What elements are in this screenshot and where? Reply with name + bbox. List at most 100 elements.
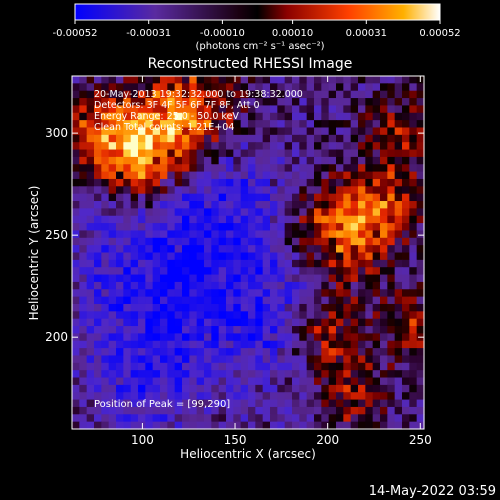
heatmap-cell [262, 186, 271, 195]
heatmap-cell [196, 76, 205, 84]
heatmap-cell [277, 120, 286, 129]
heatmap-cell [314, 186, 322, 195]
heatmap-cell [299, 164, 308, 173]
heatmap-cell [196, 311, 205, 320]
heatmap-cell [226, 90, 234, 99]
heatmap-cell [123, 274, 132, 283]
heatmap-cell [394, 156, 403, 165]
heatmap-cell [299, 303, 308, 312]
heatmap-cell [174, 193, 183, 202]
heatmap-cell [218, 215, 227, 224]
heatmap-cell [270, 149, 278, 158]
heatmap-cell [182, 134, 190, 143]
heatmap-cell [204, 83, 212, 92]
heatmap-cell [152, 252, 161, 261]
heatmap-cell [204, 355, 212, 364]
heatmap-cell [292, 289, 300, 298]
heatmap-cell [343, 311, 352, 320]
heatmap-cell [240, 112, 249, 121]
heatmap-cell [138, 164, 146, 173]
heatmap-cell [79, 303, 88, 312]
heatmap-cell [358, 120, 366, 129]
heatmap-cell [358, 149, 366, 158]
heatmap-cell [196, 326, 205, 334]
heatmap-cell [336, 303, 344, 312]
heatmap-cell [101, 105, 110, 114]
heatmap-cell [321, 414, 330, 423]
heatmap-cell [152, 208, 161, 217]
heatmap-cell [350, 377, 359, 386]
heatmap-cell [321, 134, 330, 143]
heatmap-cell [226, 164, 234, 173]
heatmap-cell [387, 362, 396, 371]
heatmap-cell [86, 223, 95, 232]
heatmap-cell [240, 223, 249, 232]
heatmap-cell [167, 370, 176, 379]
heatmap-cell [160, 127, 168, 136]
heatmap-cell [321, 296, 330, 305]
heatmap-cell [343, 164, 352, 173]
heatmap-cell [402, 370, 410, 379]
heatmap-cell [240, 156, 249, 165]
heatmap-cell [189, 333, 198, 342]
heatmap-cell [321, 142, 330, 151]
heatmap-cell [123, 414, 132, 423]
heatmap-cell [365, 377, 374, 386]
heatmap-cell [204, 370, 212, 379]
heatmap-cell [350, 333, 359, 342]
heatmap-cell [416, 230, 425, 239]
heatmap-cell [240, 392, 249, 401]
heatmap-cell [174, 201, 183, 209]
heatmap-cell [72, 421, 80, 430]
heatmap-cell [292, 406, 300, 415]
heatmap-cell [94, 399, 102, 408]
heatmap-cell [182, 274, 190, 283]
heatmap-cell [372, 83, 381, 92]
heatmap-cell [211, 171, 220, 180]
heatmap-cell [72, 340, 80, 349]
heatmap-cell [409, 230, 418, 239]
heatmap-cell [255, 215, 264, 224]
heatmap-cell [226, 348, 234, 357]
heatmap-cell [79, 156, 88, 165]
heatmap-cell [211, 90, 220, 99]
heatmap-cell [101, 296, 110, 305]
heatmap-cell [79, 399, 88, 408]
heatmap-cell [86, 76, 95, 84]
heatmap-cell [365, 303, 374, 312]
heatmap-cell [277, 237, 286, 246]
heatmap-cell [328, 421, 337, 430]
heatmap-cell [314, 142, 322, 151]
heatmap-cell [86, 215, 95, 224]
heatmap-cell [292, 156, 300, 165]
heatmap-cell [233, 318, 242, 327]
heatmap-cell [387, 186, 396, 195]
heatmap-cell [402, 340, 410, 349]
heatmap-cell [248, 83, 256, 92]
peak-position-label: Position of Peak = [99,290] [94, 399, 230, 410]
heatmap-cell [94, 340, 102, 349]
heatmap-cell [262, 370, 271, 379]
heatmap-cell [365, 237, 374, 246]
heatmap-cell [262, 340, 271, 349]
heatmap-cell [350, 98, 359, 107]
heatmap-cell [306, 340, 315, 349]
heatmap-cell [233, 90, 242, 99]
heatmap-cell [402, 156, 410, 165]
heatmap-cell [182, 303, 190, 312]
heatmap-cell [211, 112, 220, 121]
heatmap-cell [204, 171, 212, 180]
heatmap-cell [255, 178, 264, 187]
heatmap-cell [372, 355, 381, 364]
heatmap-cell [394, 348, 403, 357]
heatmap-cell [248, 120, 256, 129]
heatmap-cell [365, 127, 374, 136]
heatmap-cell [270, 333, 278, 342]
heatmap-cell [116, 186, 124, 195]
heatmap-cell [130, 208, 139, 217]
heatmap-cell [343, 178, 352, 187]
heatmap-cell [226, 333, 234, 342]
heatmap-cell [299, 252, 308, 261]
heatmap-cell [262, 318, 271, 327]
heatmap-cell [277, 421, 286, 430]
